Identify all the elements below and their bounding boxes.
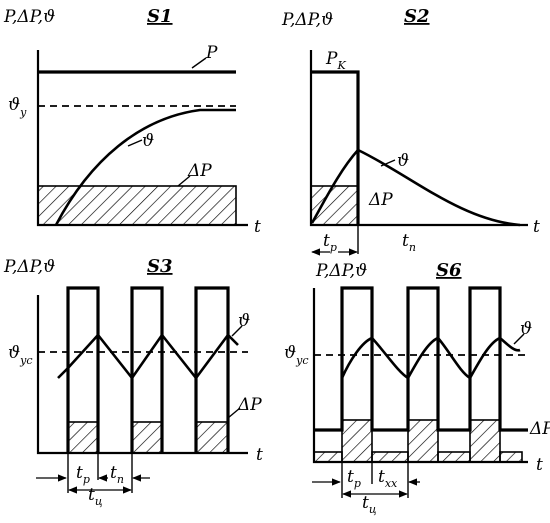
s3-power-pulses (66, 286, 230, 453)
panel-s1: P,ΔP,ϑ S1 t P ϑy ΔP ϑ (3, 6, 261, 237)
s1-dp-label: ΔP (187, 161, 212, 181)
s6-loss-block-1 (341, 419, 373, 463)
s6-theta-label: ϑ (520, 319, 532, 339)
s3-tp-label: tp (76, 463, 90, 486)
s2-tp-label: tp (323, 231, 337, 254)
s3-axes (36, 295, 248, 455)
s2-pk-label: PK (325, 49, 346, 72)
s1-title: S1 (147, 6, 173, 27)
panel-s6: P,ΔP,ϑ S6 t ΔP ϑyc ϑ tp txx tц (284, 260, 550, 516)
s6-loss-block-2 (407, 419, 439, 463)
s6-theta-leader (513, 333, 525, 345)
s3-loss-block-2 (131, 421, 163, 454)
s6-idle-loss-2 (371, 451, 409, 463)
s3-dp-leader (227, 407, 241, 419)
s6-power-pulses (314, 286, 528, 432)
s6-txx-label: txx (378, 467, 398, 490)
s3-yaxis-label: P,ΔP,ϑ (3, 257, 55, 277)
s3-theta-label: ϑ (238, 311, 250, 331)
s6-xaxis-label: t (536, 455, 543, 475)
s6-loss-block-3 (469, 419, 501, 463)
s1-xaxis-label: t (254, 217, 261, 237)
s2-theta-leader (380, 159, 396, 167)
s2-temperature-curve (310, 148, 521, 227)
s2-power-pulse (311, 70, 360, 225)
s2-loss-area (310, 185, 359, 226)
s1-power-leader (191, 57, 207, 69)
s6-tp-label: tp (347, 467, 361, 490)
s3-theta-leader (231, 325, 243, 337)
s3-xaxis-label: t (256, 445, 263, 465)
s6-temperature-curve (340, 336, 521, 380)
s3-loss-block-1 (67, 421, 99, 454)
s2-title: S2 (404, 6, 430, 27)
s1-yaxis-label: P,ΔP,ϑ (3, 7, 55, 27)
panel-s2: P,ΔP,ϑ S2 t PK ΔP ϑ tp tn (281, 6, 540, 256)
s3-tn-label: tn (110, 463, 124, 486)
s6-idle-loss-1 (313, 451, 343, 463)
s6-tc-label: tц (362, 493, 377, 516)
s6-dp-label: ΔP (529, 419, 550, 439)
s1-theta-y-label: ϑy (8, 95, 27, 119)
s6-idle-loss-4 (499, 451, 523, 463)
s3-theta-yc-label: ϑyc (8, 343, 33, 367)
s1-theta-leader (127, 139, 143, 147)
s6-idle-loss-3 (437, 451, 471, 463)
s6-theta-yc-label: ϑyc (284, 343, 309, 367)
panel-s3: P,ΔP,ϑ S3 t ΔP ϑyc ϑ tp tn tц (3, 256, 263, 508)
s2-tn-label: tn (402, 231, 416, 254)
s3-title: S3 (147, 256, 173, 277)
s3-temperature-curve (57, 332, 239, 381)
s1-loss-area (37, 185, 237, 226)
s2-yaxis-label: P,ΔP,ϑ (281, 10, 333, 30)
s1-power-label: P (205, 43, 218, 63)
s6-yaxis-label: P,ΔP,ϑ (315, 261, 367, 281)
s3-loss-block-3 (195, 421, 229, 454)
s3-tc-label: tц (88, 485, 103, 508)
s3-dp-label: ΔP (237, 395, 262, 415)
s6-title: S6 (436, 260, 462, 281)
s2-xaxis-label: t (533, 217, 540, 237)
s2-theta-label: ϑ (397, 151, 409, 171)
s2-dp-label: ΔP (368, 190, 393, 210)
s1-dp-leader (177, 175, 191, 187)
s1-theta-label: ϑ (142, 131, 154, 151)
s1-temperature-curve (54, 108, 236, 226)
